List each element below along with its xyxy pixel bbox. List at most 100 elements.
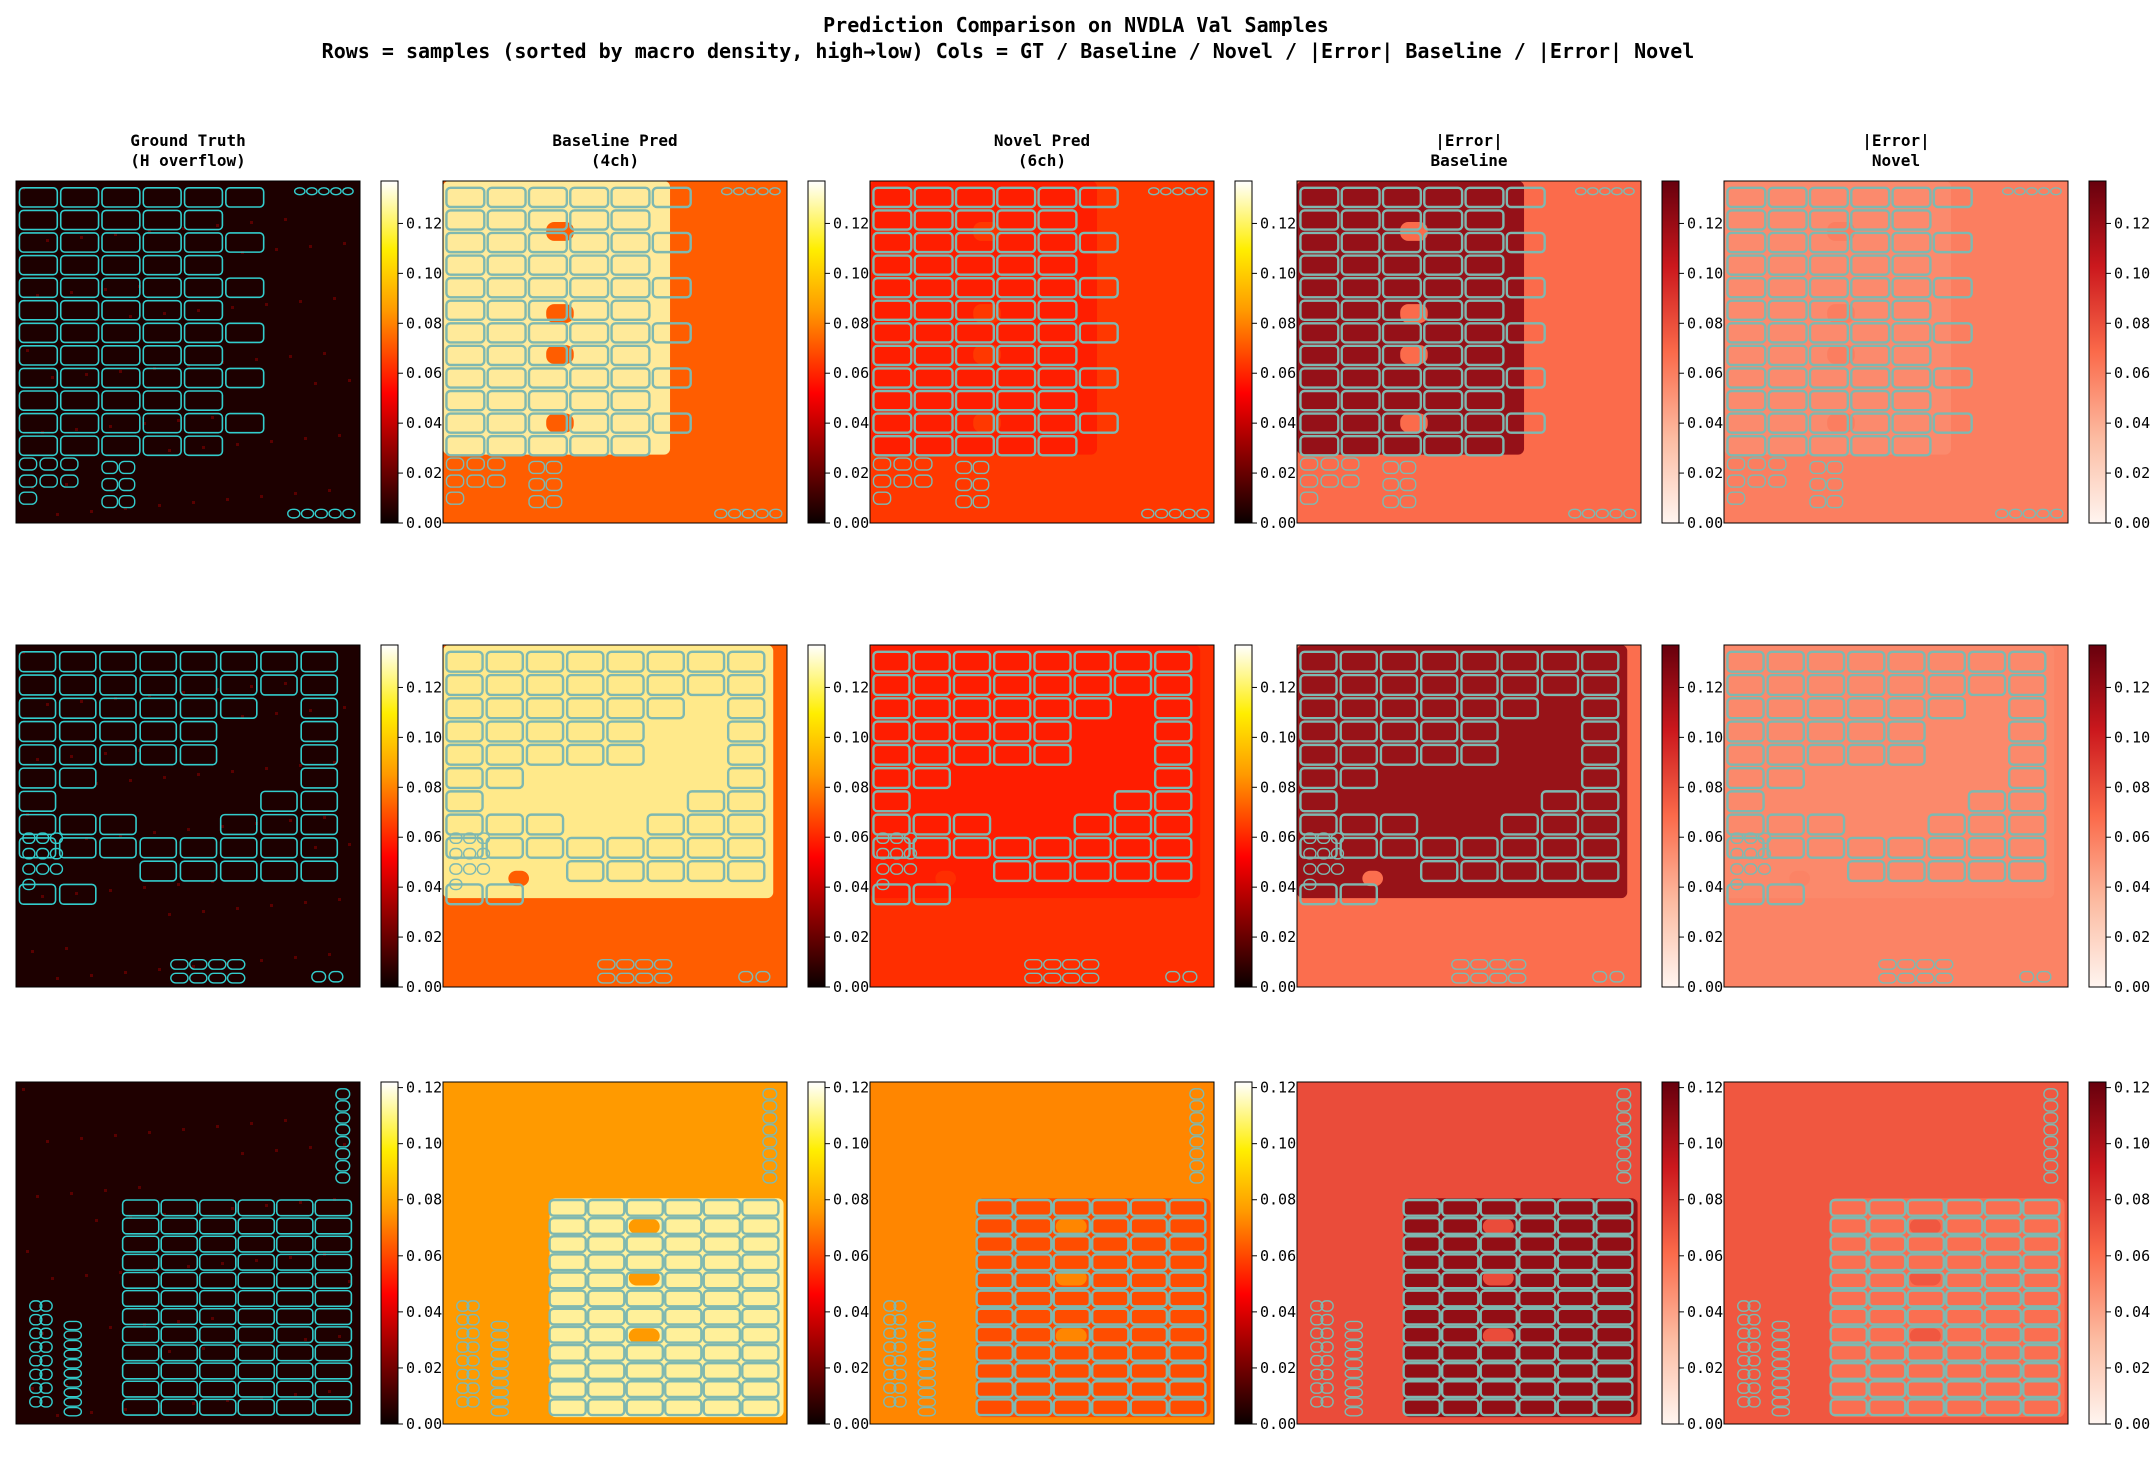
macro-outline	[1891, 276, 1932, 299]
colorbar-tick-label: 0.08	[1687, 314, 1723, 332]
macro-outline	[486, 186, 527, 209]
macro-outline	[606, 720, 645, 743]
macro-outline	[485, 813, 525, 836]
macro-outline	[1766, 650, 1806, 673]
small-macro-outline	[955, 477, 973, 492]
macro-outline	[610, 322, 651, 344]
macro-outline	[913, 434, 954, 457]
macro-outline	[1767, 412, 1808, 434]
macro-outline	[1299, 412, 1340, 434]
colorbar-tick-label: 0.10	[1687, 728, 1723, 746]
macro-outline	[314, 1344, 353, 1362]
macro-outline	[445, 434, 486, 457]
small-macro-outline	[917, 1406, 937, 1417]
small-macro-outline	[63, 1368, 83, 1379]
small-macro-outline	[490, 1320, 510, 1331]
macro-outline	[1767, 344, 1808, 367]
colorbar-tick-label: 0.12	[2114, 214, 2150, 232]
noise-pixel	[114, 233, 117, 236]
small-macro-outline	[1743, 847, 1758, 860]
colorbar-tick-label: 0.10	[1260, 264, 1296, 282]
noise-pixel	[221, 1262, 224, 1265]
macro-outline	[741, 1307, 780, 1326]
macro-outline	[1726, 743, 1765, 766]
macro-outline	[1846, 650, 1886, 673]
macro-outline	[954, 231, 996, 254]
macro-outline	[1767, 367, 1808, 389]
macro-outline	[527, 209, 569, 231]
macro-outline	[702, 1216, 742, 1236]
macro-outline	[1299, 766, 1338, 790]
small-macro-outline	[972, 460, 990, 475]
colorbar-tick-label: 0.12	[1687, 214, 1723, 232]
macro-outline	[445, 299, 486, 322]
macro-outline	[1891, 434, 1932, 457]
small-macro-outline	[60, 457, 79, 471]
macro-outline	[569, 367, 610, 389]
macro-outline	[1073, 673, 1113, 697]
colorbar-tick-label: 0.00	[833, 1415, 869, 1433]
macro-outline	[912, 673, 952, 697]
macro-outline	[1850, 231, 1891, 254]
colorbar-tick-label: 0.10	[2114, 264, 2150, 282]
macro-outline	[1726, 367, 1767, 389]
colorbar-tick-label: 0.12	[406, 214, 442, 232]
macro-outline	[702, 1235, 742, 1254]
macro-outline	[610, 209, 651, 231]
macro-outline	[702, 1380, 742, 1399]
small-macro-outline	[49, 832, 64, 845]
macro-outline	[99, 697, 137, 719]
macro-outline	[1013, 1235, 1053, 1254]
macro-outline	[1767, 231, 1808, 254]
small-macro-outline	[445, 457, 465, 471]
macro-outline	[121, 1271, 160, 1290]
small-macro-outline	[63, 1339, 83, 1350]
small-macro-outline	[876, 832, 890, 845]
macro-outline	[1091, 1198, 1130, 1217]
small-macro-outline	[456, 1313, 470, 1326]
macro-outline	[1037, 322, 1078, 344]
macro-outline	[548, 1271, 587, 1290]
edge-macro-outline	[1182, 508, 1196, 519]
small-macro-outline	[1344, 1378, 1364, 1388]
macro-outline	[1556, 1325, 1596, 1344]
noise-pixel	[270, 440, 273, 443]
noise-pixel	[241, 715, 244, 718]
macro-outline	[741, 1216, 780, 1236]
macro-outline	[1846, 743, 1886, 766]
noise-pixel	[250, 685, 253, 688]
small-macro-outline	[917, 1349, 937, 1360]
noise-pixel	[309, 245, 312, 248]
macro-outline	[1505, 231, 1546, 254]
macro-outline	[996, 254, 1037, 276]
macro-outline	[527, 276, 569, 299]
macro-outline	[300, 767, 339, 789]
macro-outline	[1850, 322, 1891, 344]
macro-outline	[525, 836, 565, 859]
small-macro-outline	[466, 1341, 480, 1353]
macro-outline	[1440, 1216, 1480, 1236]
macro-outline	[651, 186, 692, 209]
edge-macro-outline	[755, 508, 769, 519]
macro-outline	[121, 1199, 160, 1217]
macro-outline	[59, 209, 100, 231]
macro-outline	[569, 276, 610, 299]
noise-pixel	[202, 446, 205, 449]
macro-outline	[179, 860, 218, 882]
macro-outline	[1440, 1271, 1480, 1290]
macro-outline	[996, 231, 1037, 254]
small-macro-outline	[889, 863, 904, 875]
macro-outline	[59, 412, 100, 434]
macro-outline	[741, 1198, 780, 1217]
macro-outline	[1518, 1361, 1557, 1381]
macro-outline	[225, 322, 265, 344]
macro-outline	[1580, 766, 1620, 790]
colorbar-tick-label: 0.04	[406, 414, 442, 432]
macro-outline	[486, 322, 527, 344]
noise-pixel	[260, 959, 263, 962]
macro-outline	[1726, 299, 1767, 322]
edge-macro-outline	[2043, 1124, 2059, 1136]
edge-macro-outline	[653, 972, 673, 984]
macro-outline	[565, 836, 605, 859]
macro-outline	[1168, 1380, 1207, 1399]
